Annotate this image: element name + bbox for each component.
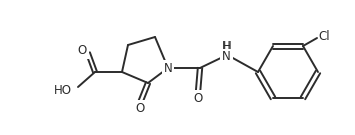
Text: O: O bbox=[135, 102, 144, 114]
Text: H: H bbox=[222, 40, 230, 53]
Text: N: N bbox=[164, 62, 173, 75]
Text: Cl: Cl bbox=[318, 30, 330, 43]
Text: H
N: H N bbox=[223, 40, 231, 68]
Text: O: O bbox=[78, 45, 87, 58]
Text: HO: HO bbox=[54, 84, 72, 97]
Text: N: N bbox=[222, 50, 230, 63]
Text: O: O bbox=[193, 92, 203, 104]
